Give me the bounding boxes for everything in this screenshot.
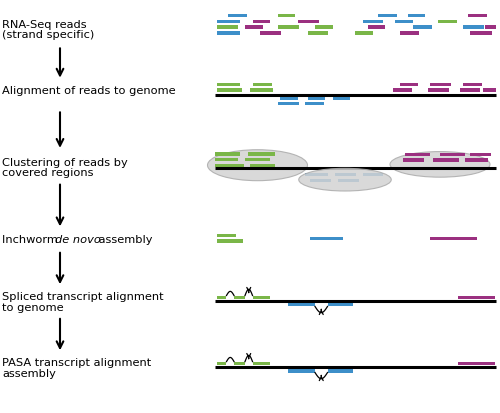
Bar bbox=[280, 97, 297, 100]
Bar bbox=[368, 25, 385, 29]
Bar bbox=[250, 164, 275, 167]
Bar bbox=[278, 25, 298, 29]
Bar bbox=[462, 83, 481, 86]
Bar bbox=[218, 362, 226, 365]
Bar bbox=[218, 19, 240, 23]
Bar bbox=[245, 25, 262, 29]
Bar bbox=[310, 237, 342, 240]
Bar bbox=[218, 25, 238, 29]
Text: Inchworm: Inchworm bbox=[2, 235, 62, 244]
Bar bbox=[485, 25, 496, 29]
Bar bbox=[245, 158, 270, 161]
Bar bbox=[438, 19, 456, 23]
Bar bbox=[338, 178, 358, 182]
Text: Alignment of reads to genome: Alignment of reads to genome bbox=[2, 86, 176, 96]
Bar bbox=[218, 239, 244, 243]
Bar bbox=[470, 31, 492, 35]
Ellipse shape bbox=[390, 152, 490, 177]
Bar bbox=[328, 303, 352, 306]
Bar bbox=[252, 19, 270, 23]
Bar bbox=[308, 97, 325, 100]
Bar bbox=[218, 88, 242, 92]
Bar bbox=[215, 164, 244, 167]
Bar bbox=[408, 14, 425, 17]
Bar bbox=[430, 83, 451, 86]
Bar bbox=[252, 83, 272, 86]
Bar bbox=[395, 19, 412, 23]
Bar bbox=[428, 88, 448, 92]
Bar bbox=[482, 88, 496, 92]
Bar bbox=[252, 295, 270, 299]
Text: Inchworm: Inchworm bbox=[2, 235, 62, 244]
Bar bbox=[458, 295, 495, 299]
Bar bbox=[468, 14, 486, 17]
Bar bbox=[460, 88, 480, 92]
Bar bbox=[308, 31, 328, 35]
Bar bbox=[402, 158, 423, 162]
Text: Clustering of reads by: Clustering of reads by bbox=[2, 158, 128, 168]
Bar bbox=[430, 237, 478, 240]
Bar bbox=[432, 158, 458, 162]
Bar bbox=[332, 97, 350, 100]
Bar bbox=[218, 83, 240, 86]
Bar bbox=[470, 152, 491, 156]
Bar bbox=[248, 152, 275, 156]
Bar bbox=[218, 234, 236, 237]
Bar bbox=[362, 19, 382, 23]
Bar bbox=[215, 158, 238, 161]
Bar bbox=[458, 362, 495, 365]
Text: covered regions: covered regions bbox=[2, 169, 94, 178]
Text: Spliced transcript alignment: Spliced transcript alignment bbox=[2, 292, 164, 302]
Bar bbox=[335, 173, 356, 176]
Text: (strand specific): (strand specific) bbox=[2, 30, 95, 40]
Text: assembly: assembly bbox=[95, 235, 152, 244]
Bar bbox=[234, 295, 245, 299]
Bar bbox=[288, 369, 315, 373]
Text: RNA-Seq reads: RNA-Seq reads bbox=[2, 20, 87, 30]
Text: de novo: de novo bbox=[55, 235, 101, 244]
Bar bbox=[278, 14, 295, 17]
Bar bbox=[328, 369, 352, 373]
Bar bbox=[260, 31, 281, 35]
Bar bbox=[278, 102, 298, 105]
Bar bbox=[400, 31, 419, 35]
Bar bbox=[218, 31, 240, 35]
Bar bbox=[310, 178, 331, 182]
Bar bbox=[288, 303, 315, 306]
Text: to genome: to genome bbox=[2, 303, 64, 313]
Bar bbox=[412, 25, 432, 29]
Bar bbox=[250, 88, 272, 92]
Text: assembly: assembly bbox=[2, 369, 56, 379]
Bar bbox=[392, 88, 411, 92]
Bar bbox=[465, 158, 487, 162]
Bar bbox=[315, 25, 332, 29]
Bar bbox=[400, 83, 417, 86]
Bar bbox=[218, 295, 226, 299]
Bar bbox=[234, 362, 245, 365]
Bar bbox=[462, 25, 483, 29]
Ellipse shape bbox=[299, 168, 391, 191]
Bar bbox=[252, 362, 270, 365]
Bar bbox=[215, 152, 240, 156]
Bar bbox=[405, 152, 430, 156]
Bar bbox=[362, 173, 382, 176]
Bar bbox=[305, 173, 328, 176]
Text: PASA transcript alignment: PASA transcript alignment bbox=[2, 358, 152, 368]
Ellipse shape bbox=[208, 150, 308, 181]
Bar bbox=[440, 152, 465, 156]
Bar bbox=[378, 14, 396, 17]
Bar bbox=[305, 102, 324, 105]
Bar bbox=[355, 31, 372, 35]
Bar bbox=[228, 14, 246, 17]
Bar bbox=[298, 19, 318, 23]
